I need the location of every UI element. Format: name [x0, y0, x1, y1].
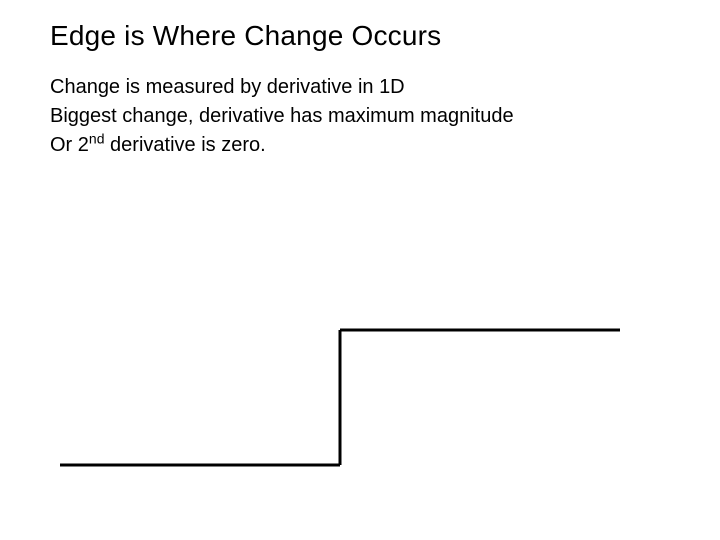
slide-body: Change is measured by derivative in 1D B… [50, 74, 670, 159]
slide-title: Edge is Where Change Occurs [50, 20, 670, 52]
body-line-3: Or 2nd derivative is zero. [50, 132, 670, 159]
slide: Edge is Where Change Occurs Change is me… [0, 0, 720, 540]
body-line-2: Biggest change, derivative has maximum m… [50, 103, 670, 130]
step-function-plot [60, 310, 620, 470]
body-line-1: Change is measured by derivative in 1D [50, 74, 670, 101]
